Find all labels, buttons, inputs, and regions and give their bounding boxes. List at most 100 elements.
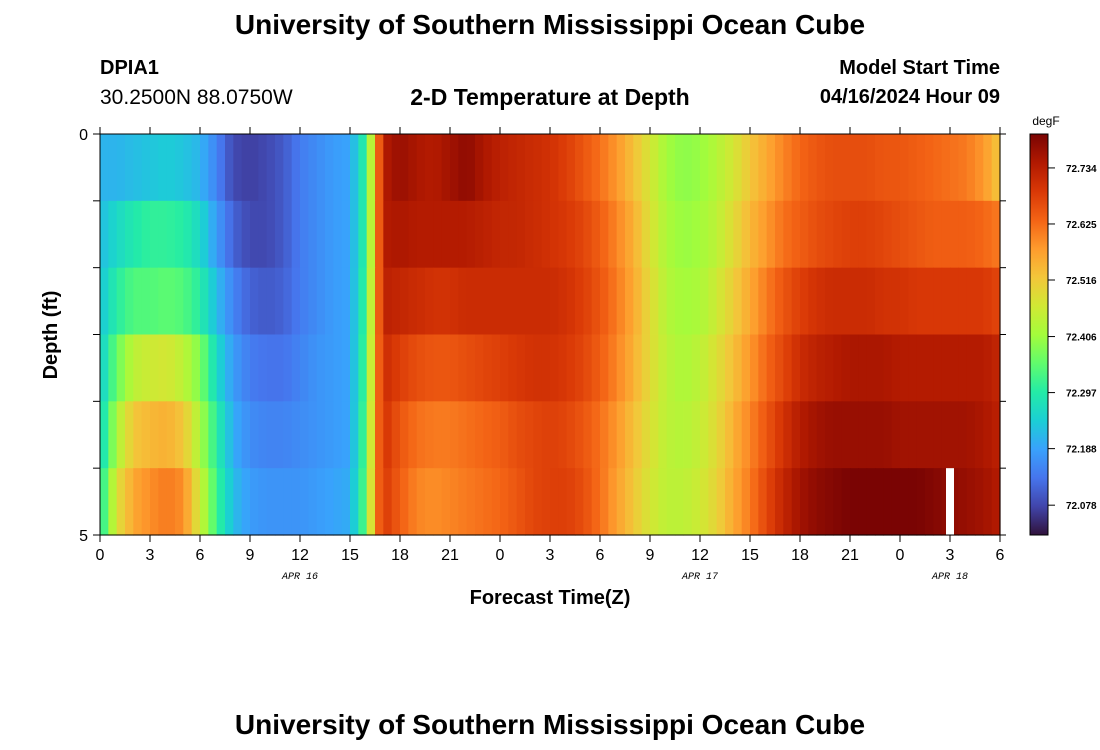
- heatmap-cell: [308, 468, 318, 536]
- heatmap-cell: [466, 401, 476, 469]
- heatmap-cell: [375, 401, 384, 469]
- heatmap-cell: [450, 468, 459, 536]
- heatmap-cell: [700, 134, 709, 202]
- heatmap-cell: [341, 468, 351, 536]
- heatmap-cell: [858, 468, 868, 536]
- heatmap-cell: [800, 267, 809, 336]
- heatmap-cell: [225, 401, 234, 469]
- heatmap-cell: [641, 200, 651, 269]
- heatmap-cell: [758, 200, 768, 269]
- heatmap-cell: [433, 134, 443, 202]
- heatmap-cell: [833, 200, 843, 269]
- heatmap-cell: [158, 200, 168, 269]
- heatmap-cell: [475, 334, 484, 402]
- heatmap-cell: [616, 401, 626, 469]
- heatmap-cell: [300, 468, 309, 536]
- heatmap-cell: [400, 334, 409, 402]
- heatmap-cell: [175, 468, 184, 536]
- heatmap-cell: [983, 267, 993, 336]
- heatmap-cell: [533, 334, 543, 402]
- heatmap-cell: [716, 267, 726, 336]
- heatmap-cell: [575, 267, 584, 336]
- heatmap-cell: [466, 468, 476, 536]
- heatmap-cell: [500, 200, 509, 269]
- heatmap-cell: [208, 267, 218, 336]
- heatmap-cell: [183, 401, 193, 469]
- heatmap-cell: [783, 468, 793, 536]
- colorbar-tick-label: 72.297: [1066, 389, 1097, 400]
- heatmap-cell: [975, 401, 984, 469]
- heatmap-cell: [891, 134, 901, 202]
- heatmap-cell: [575, 334, 584, 402]
- heatmap-cell: [908, 200, 918, 269]
- y-axis-title: Depth (ft): [40, 291, 62, 380]
- heatmap-cell: [275, 134, 284, 202]
- heatmap-cell: [900, 267, 909, 336]
- heatmap-cell: [391, 468, 401, 536]
- colorbar-tick-label: 72.406: [1066, 333, 1097, 344]
- heatmap-cell: [375, 334, 384, 402]
- heatmap-cell: [358, 334, 368, 402]
- heatmap-cell: [558, 334, 568, 402]
- x-tick-label: 9: [246, 547, 255, 564]
- heatmap-cell: [308, 134, 318, 202]
- heatmap-cell: [700, 200, 709, 269]
- heatmap-cell: [700, 401, 709, 469]
- heatmap-cell: [333, 334, 343, 402]
- heatmap-cell: [150, 200, 159, 269]
- heatmap-cell: [108, 468, 118, 536]
- heatmap-cell: [975, 334, 984, 402]
- heatmap-cell: [216, 200, 226, 269]
- heatmap-cell: [950, 401, 959, 469]
- heatmap-cell: [716, 200, 726, 269]
- heatmap-cell: [591, 334, 601, 402]
- heatmap-cell: [125, 134, 134, 202]
- heatmap-cell: [583, 267, 593, 336]
- heatmap-cell: [341, 401, 351, 469]
- heatmap-cell: [141, 134, 151, 202]
- heatmap-cell: [708, 468, 718, 536]
- heatmap-cell: [350, 468, 359, 536]
- heatmap-cell: [441, 267, 451, 336]
- heatmap-cell: [700, 267, 709, 336]
- heatmap-cell: [350, 334, 359, 402]
- heatmap-cell: [366, 200, 376, 269]
- heatmap-cell: [400, 401, 409, 469]
- heatmap-cell: [616, 468, 626, 536]
- heatmap-cell: [183, 334, 193, 402]
- heatmap-cell: [250, 134, 259, 202]
- missing-data-gap: [946, 468, 954, 535]
- heatmap-cell: [933, 200, 943, 269]
- y-tick-label: 5: [79, 528, 88, 545]
- heatmap-cell: [525, 468, 534, 536]
- heatmap-cell: [325, 334, 334, 402]
- heatmap-cell: [483, 267, 493, 336]
- heatmap-cell: [491, 468, 501, 536]
- heatmap-cell: [775, 401, 784, 469]
- heatmap-cell: [950, 334, 959, 402]
- footer-title: University of Southern Mississippi Ocean…: [234, 709, 866, 740]
- heatmap-cell: [825, 401, 834, 469]
- heatmap-cell: [483, 134, 493, 202]
- heatmap-cell: [641, 267, 651, 336]
- heatmap-cell: [225, 267, 234, 336]
- heatmap-cell: [950, 134, 959, 202]
- heatmap-cell: [141, 468, 151, 536]
- heatmap-cell: [233, 134, 243, 202]
- heatmap-cell: [658, 468, 668, 536]
- heatmap-cell: [916, 334, 926, 402]
- heatmap-cell: [725, 200, 734, 269]
- heatmap-cell: [941, 134, 951, 202]
- heatmap-cell: [475, 134, 484, 202]
- heatmap-cell: [908, 334, 918, 402]
- heatmap-cell: [675, 334, 684, 402]
- heatmap-cell: [666, 468, 676, 536]
- heatmap-cell: [300, 334, 309, 402]
- heatmap-cell: [416, 401, 426, 469]
- page-title: University of Southern Mississippi Ocean…: [234, 9, 866, 40]
- heatmap-cell: [458, 468, 468, 536]
- heatmap-cell: [975, 200, 984, 269]
- heatmap-cell: [975, 134, 984, 202]
- heatmap-cell: [866, 468, 876, 536]
- plot-title: 2-D Temperature at Depth: [410, 84, 690, 110]
